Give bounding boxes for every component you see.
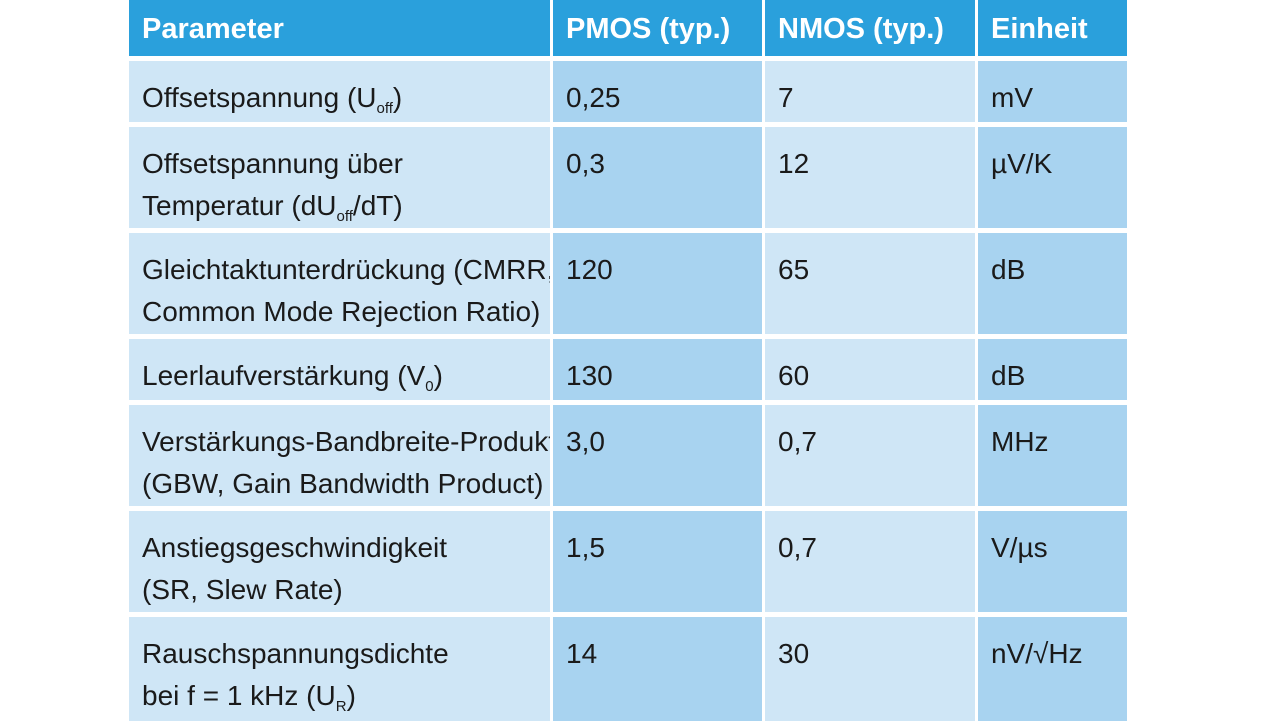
param-text: Offsetspannung (U bbox=[142, 82, 377, 113]
param-line: Common Mode Rejection Ratio) bbox=[142, 296, 541, 327]
pmos-value: 14 bbox=[553, 617, 765, 721]
param-line: Offsetspannung (Uoff) bbox=[142, 77, 537, 119]
header-parameter: Parameter bbox=[129, 0, 553, 61]
param-cell: Verstärkungs-Bandbreite-Produkt (GBW, Ga… bbox=[129, 405, 553, 511]
param-line: (GBW, Gain Bandwidth Product) bbox=[142, 468, 544, 499]
param-line: Temperatur (dUoff/dT) bbox=[142, 185, 537, 227]
pmos-value: 0,3 bbox=[553, 127, 765, 233]
unit-value: MHz bbox=[978, 405, 1127, 511]
param-cell: Offsetspannung über Temperatur (dUoff/dT… bbox=[129, 127, 553, 233]
param-cell: Anstiegsgeschwindigkeit (SR, Slew Rate) bbox=[129, 511, 553, 617]
header-nmos: NMOS (typ.) bbox=[765, 0, 978, 61]
pmos-value: 130 bbox=[553, 339, 765, 405]
param-line: Leerlaufverstärkung (V0) bbox=[142, 355, 537, 397]
param-cell: Rauschspannungsdichte bei f = 1 kHz (UR) bbox=[129, 617, 553, 721]
param-cell: Leerlaufverstärkung (V0) bbox=[129, 339, 553, 405]
pmos-value: 120 bbox=[553, 233, 765, 339]
param-line: Verstärkungs-Bandbreite-Produkt bbox=[142, 426, 553, 457]
nmos-value: 60 bbox=[765, 339, 978, 405]
param-text: Temperatur (dU bbox=[142, 190, 337, 221]
unit-value: nV/√Hz bbox=[978, 617, 1127, 721]
header-pmos: PMOS (typ.) bbox=[553, 0, 765, 61]
pmos-value: 3,0 bbox=[553, 405, 765, 511]
unit-value: µV/K bbox=[978, 127, 1127, 233]
param-line: (SR, Slew Rate) bbox=[142, 574, 343, 605]
unit-value: dB bbox=[978, 339, 1127, 405]
pmos-value: 1,5 bbox=[553, 511, 765, 617]
unit-value: dB bbox=[978, 233, 1127, 339]
param-line: bei f = 1 kHz (UR) bbox=[142, 675, 537, 717]
unit-value: mV bbox=[978, 61, 1127, 127]
nmos-value: 0,7 bbox=[765, 405, 978, 511]
op-amp-comparison-table: Parameter PMOS (typ.) NMOS (typ.) Einhei… bbox=[129, 0, 1127, 721]
param-text-end: ) bbox=[346, 680, 356, 711]
param-cell: Offsetspannung (Uoff) bbox=[129, 61, 553, 127]
param-text: bei f = 1 kHz (U bbox=[142, 680, 336, 711]
param-line: Gleichtaktunterdrückung (CMRR, bbox=[142, 254, 553, 285]
param-text-end: ) bbox=[433, 360, 443, 391]
header-unit: Einheit bbox=[978, 0, 1127, 61]
nmos-value: 12 bbox=[765, 127, 978, 233]
param-subscript: R bbox=[335, 698, 347, 715]
param-line: Offsetspannung über bbox=[142, 148, 404, 179]
param-text-end: ) bbox=[392, 82, 403, 113]
param-subscript: off bbox=[336, 208, 353, 225]
nmos-value: 7 bbox=[765, 61, 978, 127]
nmos-value: 65 bbox=[765, 233, 978, 339]
nmos-value: 0,7 bbox=[765, 511, 978, 617]
pmos-value: 0,25 bbox=[553, 61, 765, 127]
param-subscript: 0 bbox=[425, 378, 434, 395]
unit-value: V/µs bbox=[978, 511, 1127, 617]
param-line: Anstiegsgeschwindigkeit bbox=[142, 532, 448, 563]
nmos-value: 30 bbox=[765, 617, 978, 721]
param-text-end: /dT) bbox=[352, 190, 403, 221]
param-cell: Gleichtaktunterdrückung (CMRR, Common Mo… bbox=[129, 233, 553, 339]
param-line: Rauschspannungsdichte bbox=[142, 638, 449, 669]
param-subscript: off bbox=[376, 100, 393, 117]
param-text: Leerlaufverstärkung (V bbox=[142, 360, 426, 391]
